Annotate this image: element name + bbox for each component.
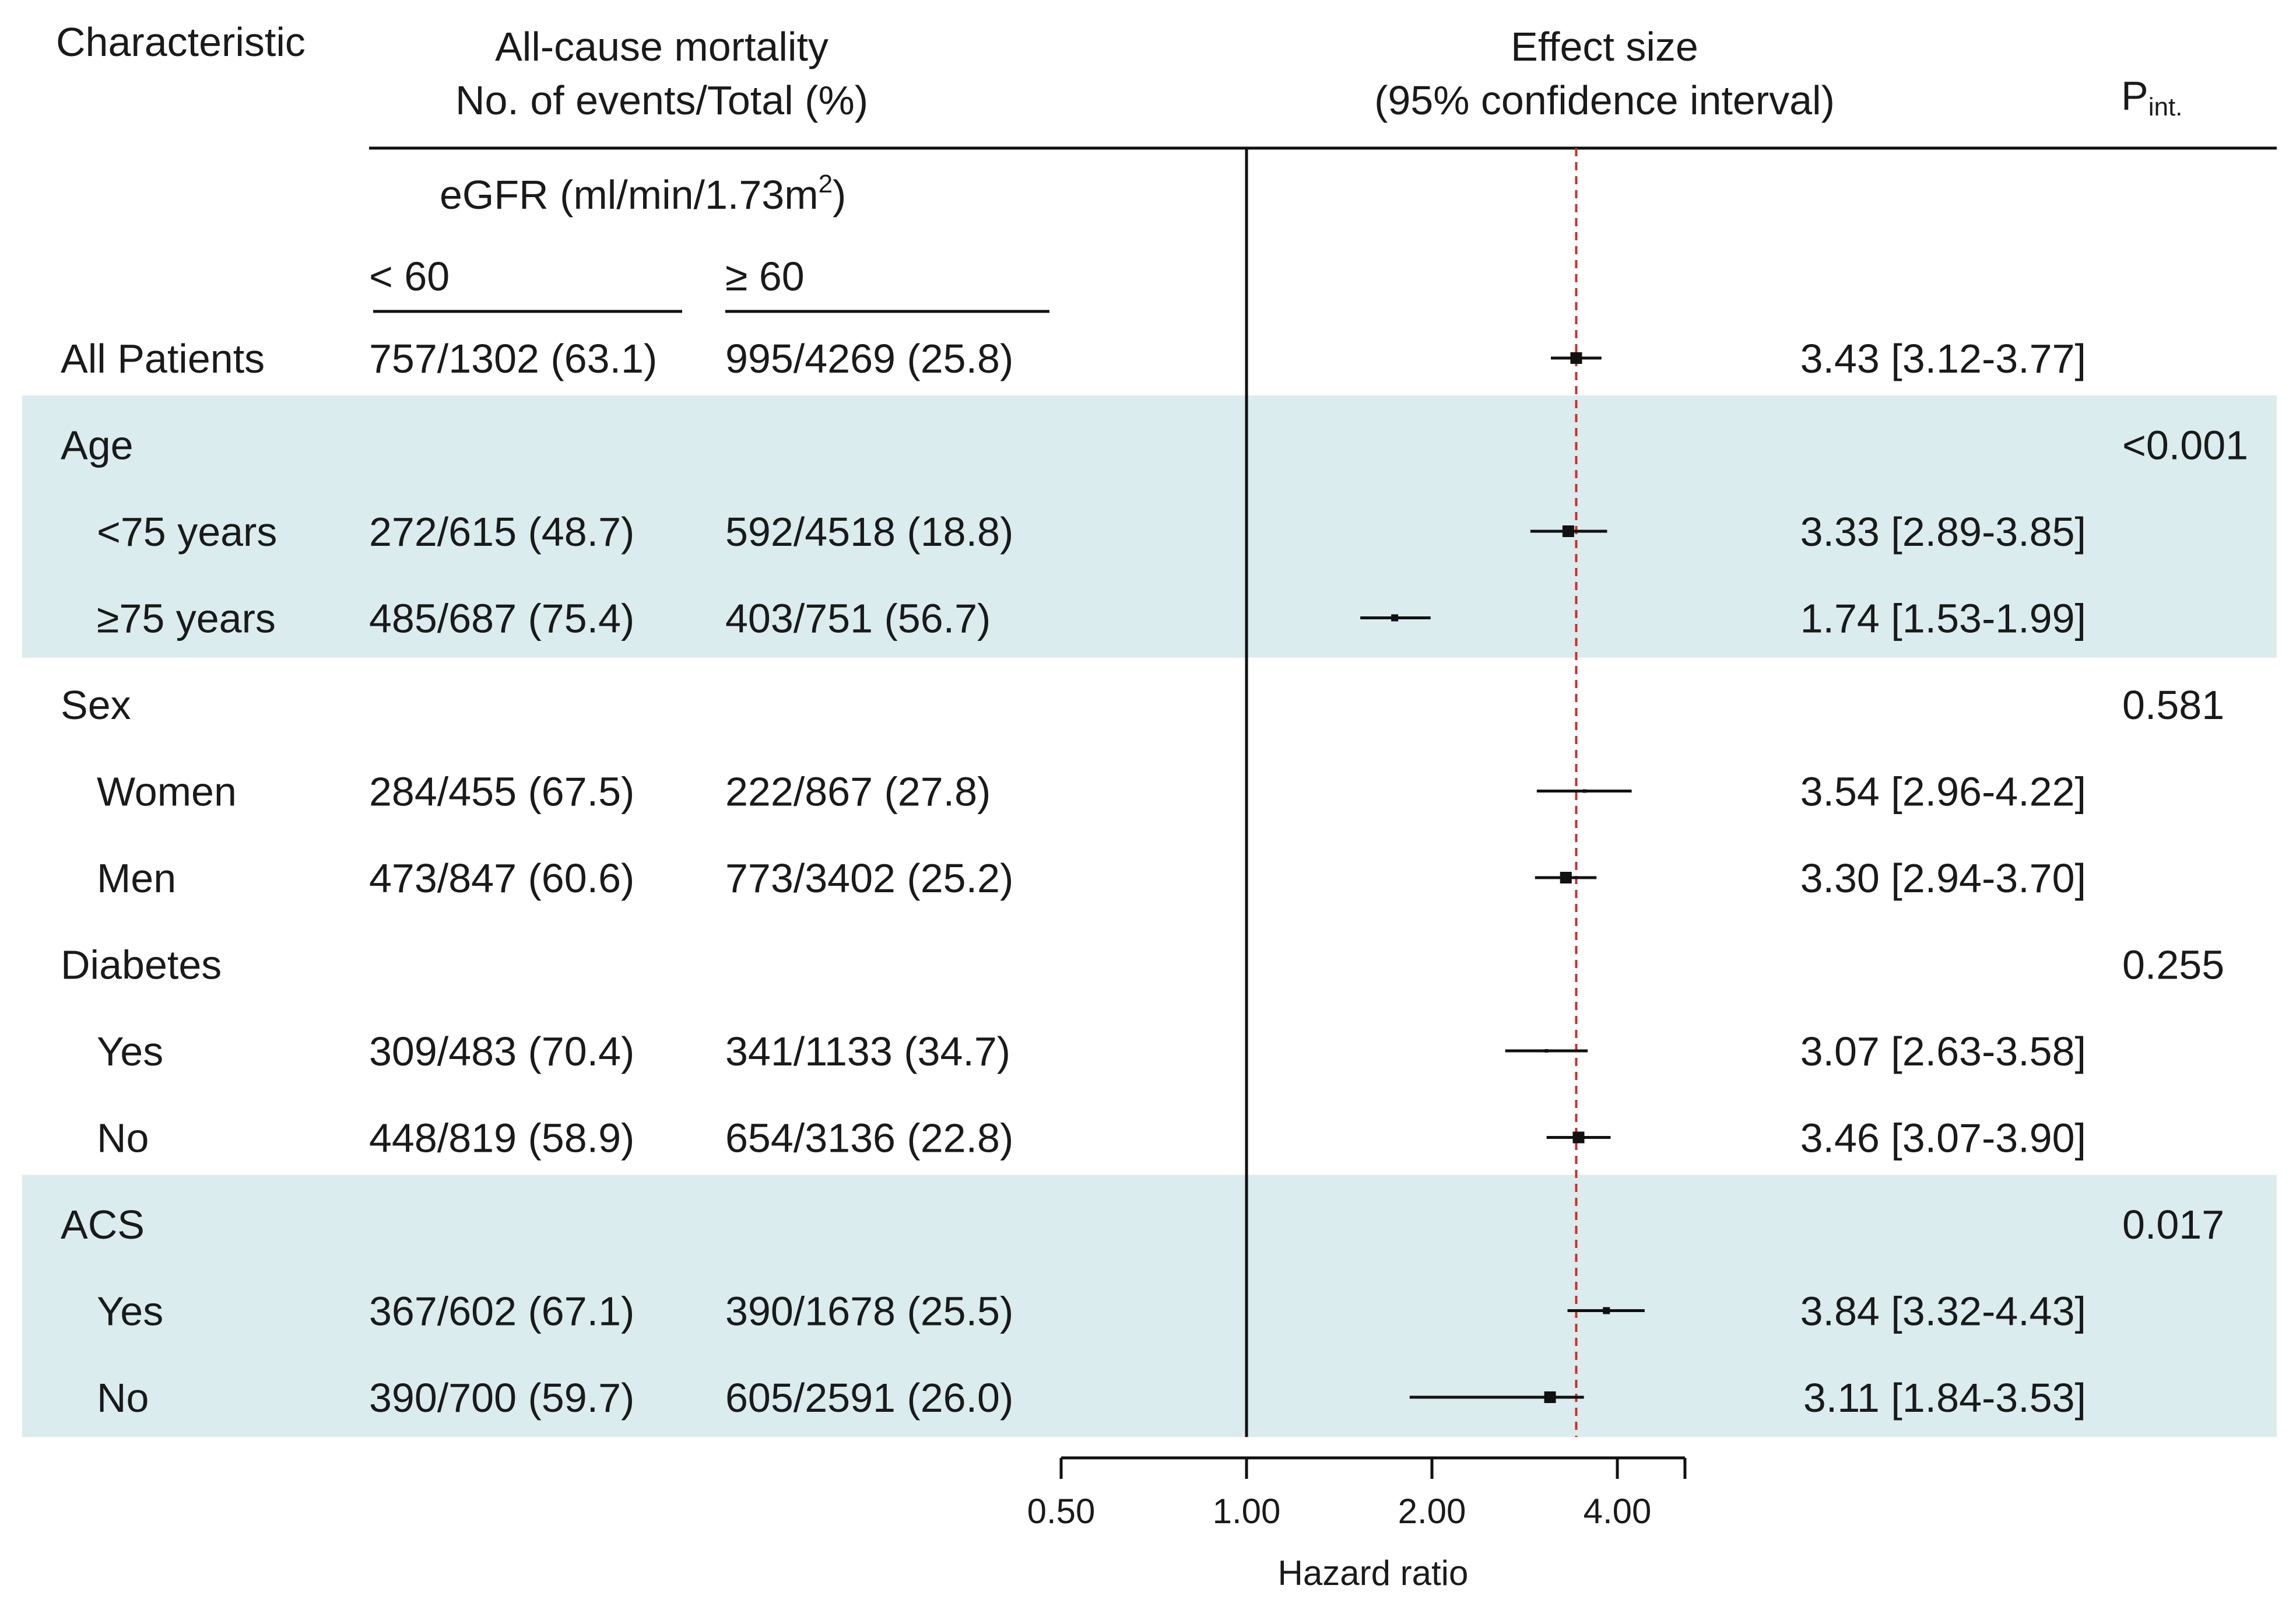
- x-axis-label: Hazard ratio: [1278, 1554, 1469, 1593]
- events-egfr-lt60: 390/700 (59.7): [369, 1375, 634, 1421]
- header-effect-line2: (95% confidence interval): [1374, 78, 1835, 123]
- effect-size-ci: 3.46 [3.07-3.90]: [1800, 1116, 2086, 1161]
- events-egfr-ge60: 403/751 (56.7): [725, 596, 991, 641]
- row-label: Sex: [61, 682, 131, 728]
- events-egfr-ge60: 605/2591 (26.0): [725, 1375, 1013, 1421]
- row-label: Yes: [97, 1029, 163, 1074]
- row-label: ≥75 years: [97, 596, 276, 641]
- point-estimate: [1603, 1307, 1610, 1314]
- events-egfr-lt60: 448/819 (58.9): [369, 1116, 634, 1161]
- effect-size-ci: 3.33 [2.89-3.85]: [1800, 509, 2086, 555]
- events-egfr-lt60: 367/602 (67.1): [369, 1289, 634, 1334]
- egfr-label: eGFR (ml/min/1.73m2): [440, 170, 846, 218]
- events-egfr-lt60: 272/615 (48.7): [369, 509, 634, 555]
- p-subscript: int.: [2148, 93, 2183, 121]
- events-egfr-ge60: 995/4269 (25.8): [725, 336, 1013, 381]
- egfr-text: eGFR (ml/min/1.73m: [440, 172, 819, 218]
- row-label: All Patients: [61, 336, 265, 381]
- row-label: No: [97, 1116, 149, 1161]
- p-interaction-value: <0.001: [2122, 423, 2248, 468]
- effect-size-ci: 3.54 [2.96-4.22]: [1800, 769, 2086, 815]
- row-label: ACS: [61, 1202, 145, 1247]
- row-label: Women: [97, 769, 237, 815]
- x-tick-label: 2.00: [1398, 1492, 1466, 1531]
- p-main: P: [2121, 73, 2148, 118]
- row-label: Age: [61, 423, 134, 468]
- x-tick-label: 0.50: [1027, 1492, 1096, 1531]
- p-interaction-value: 0.255: [2122, 942, 2224, 988]
- effect-size-ci: 1.74 [1.53-1.99]: [1800, 596, 2086, 641]
- point-estimate: [1544, 1049, 1549, 1053]
- events-egfr-lt60: 485/687 (75.4): [369, 596, 634, 641]
- p-interaction-value: 0.017: [2122, 1202, 2224, 1247]
- point-estimate: [1582, 789, 1586, 793]
- egfr-superscript: 2: [819, 170, 833, 198]
- point-estimate: [1570, 352, 1582, 364]
- events-egfr-lt60: 473/847 (60.6): [369, 855, 634, 901]
- events-egfr-lt60: 284/455 (67.5): [369, 769, 634, 815]
- effect-size-ci: 3.84 [3.32-4.43]: [1800, 1289, 2086, 1334]
- row-label: Yes: [97, 1289, 163, 1334]
- point-estimate: [1544, 1391, 1556, 1403]
- effect-size-ci: 3.30 [2.94-3.70]: [1800, 855, 2086, 901]
- point-estimate: [1562, 525, 1574, 537]
- effect-size-ci: 3.07 [2.63-3.58]: [1800, 1029, 2086, 1074]
- egfr-close: ): [833, 172, 846, 218]
- row-label: Men: [97, 855, 176, 901]
- x-tick-label: 4.00: [1584, 1492, 1652, 1531]
- row-label: No: [97, 1375, 149, 1421]
- events-egfr-ge60: 341/1133 (34.7): [725, 1029, 1010, 1074]
- header-mortality-line2: No. of events/Total (%): [455, 78, 868, 123]
- shaded-band: [22, 395, 2277, 658]
- effect-size-ci: 3.43 [3.12-3.77]: [1800, 336, 2086, 381]
- p-interaction-value: 0.581: [2122, 682, 2224, 728]
- header-mortality-line1: All-cause mortality: [495, 24, 828, 69]
- x-tick-label: 1.00: [1213, 1492, 1281, 1531]
- col-header-lt60: < 60: [369, 254, 450, 299]
- col-header-ge60: ≥ 60: [725, 254, 805, 299]
- events-egfr-ge60: 654/3136 (22.8): [725, 1116, 1013, 1161]
- row-label: <75 years: [97, 509, 277, 555]
- table-rows: All Patients 757/1302 (63.1) 995/4269 (25.…: [61, 336, 2248, 1421]
- events-egfr-ge60: 773/3402 (25.2): [725, 855, 1013, 901]
- header-p-interaction: Pint.: [2121, 73, 2182, 121]
- forest-plot-area: 0.50 1.00 2.00 4.00 Hazard ratio: [1027, 148, 1687, 1593]
- events-egfr-lt60: 757/1302 (63.1): [369, 336, 657, 381]
- header-characteristic: Characteristic: [56, 19, 306, 65]
- events-egfr-lt60: 309/483 (70.4): [369, 1029, 634, 1074]
- header-effect-line1: Effect size: [1511, 24, 1698, 69]
- effect-size-ci: 3.11 [1.84-3.53]: [1803, 1375, 2086, 1421]
- shaded-band: [22, 1174, 2277, 1437]
- events-egfr-ge60: 390/1678 (25.5): [725, 1289, 1013, 1334]
- point-estimate: [1572, 1131, 1585, 1144]
- point-estimate: [1391, 614, 1399, 622]
- shaded-row-bands: [22, 395, 2277, 1437]
- point-estimate: [1560, 872, 1572, 883]
- events-egfr-ge60: 592/4518 (18.8): [725, 509, 1013, 555]
- row-label: Diabetes: [61, 942, 222, 988]
- events-egfr-ge60: 222/867 (27.8): [725, 769, 991, 815]
